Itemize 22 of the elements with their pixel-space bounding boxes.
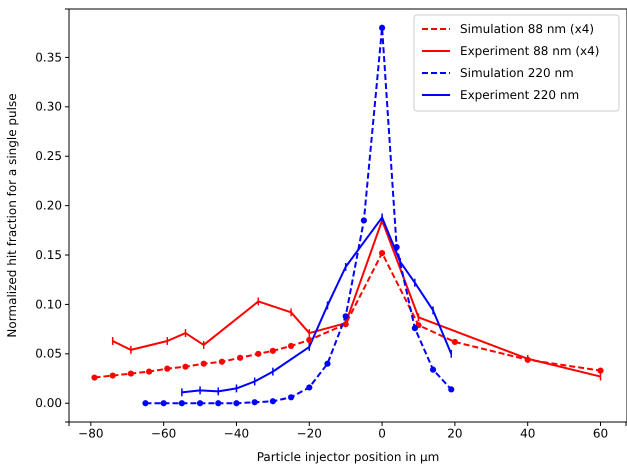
x-tick-label: −80	[78, 426, 104, 441]
legend-label: Simulation 220 nm	[460, 66, 574, 80]
legend-label: Experiment 88 nm (x4)	[460, 44, 600, 58]
y-axis-title: Normalized hit fraction for a single pulse	[5, 93, 19, 338]
legend-label: Simulation 88 nm (x4)	[460, 22, 594, 36]
x-axis-title: Particle injector position in μm	[256, 450, 440, 464]
y-tick-label: 0.00	[35, 396, 62, 410]
y-tick-label: 0.30	[35, 100, 62, 114]
x-tick-label: 60	[592, 426, 608, 441]
y-tick-label: 0.05	[35, 346, 62, 361]
y-tick-label: 0.15	[35, 248, 62, 262]
y-tick-label: 0.35	[35, 50, 62, 64]
legend-label: Experiment 220 nm	[460, 88, 580, 102]
x-tick-label: 40	[520, 426, 536, 441]
x-tick-label: −20	[296, 426, 322, 441]
y-tick-label: 0.20	[35, 198, 62, 212]
y-tick-label: 0.10	[35, 297, 62, 312]
x-tick-label: 0	[378, 426, 386, 441]
y-tick-label: 0.25	[35, 149, 62, 164]
x-tick-label: −60	[150, 426, 176, 441]
x-tick-label: −40	[224, 426, 250, 441]
x-tick-label: 20	[447, 426, 463, 441]
